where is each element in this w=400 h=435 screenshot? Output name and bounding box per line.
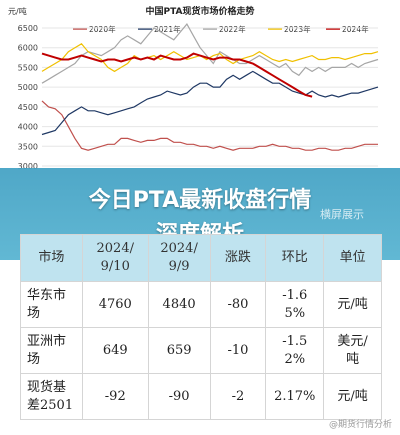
y-tick-label: 3500 xyxy=(18,142,38,151)
y-tick-label: 6000 xyxy=(18,44,38,53)
legend-label: 2024年 xyxy=(342,24,369,34)
headline-line-1: 今日PTA最新收盘行情 xyxy=(88,188,312,213)
cell-value-2: 4840 xyxy=(147,281,211,328)
cell-unit: 美元/吨 xyxy=(323,327,382,374)
price-table-wrap: 市场 2024/9/10 2024/9/9 涨跌 环比 单位 华东市场 4760… xyxy=(20,234,382,420)
price-chart-svg: 元/吨 中国PTA现货市场价格走势 2020年 2021年 2022年 2023年 2024… xyxy=(8,5,379,170)
y-tick-label: 5500 xyxy=(18,63,38,72)
cell-market: 现货基 差2501 xyxy=(20,373,83,420)
cell-change: -10 xyxy=(209,327,267,374)
cell-change: -2 xyxy=(209,373,267,420)
series-line xyxy=(41,100,378,151)
header-unit: 单位 xyxy=(323,234,382,282)
price-table: 市场 2024/9/10 2024/9/9 涨跌 环比 单位 华东市场 4760… xyxy=(20,234,382,420)
chart-title: 中国PTA现货市场价格走势 xyxy=(145,5,254,17)
cell-value-2: -90 xyxy=(147,373,211,420)
cell-unit: 元/吨 xyxy=(323,373,382,420)
cell-change: -80 xyxy=(209,281,267,328)
cell-value-1: -92 xyxy=(81,373,149,420)
cell-market: 亚洲市场 xyxy=(20,327,83,374)
cell-unit: 元/吨 xyxy=(323,281,382,328)
unit-label: 元/吨 xyxy=(8,6,27,16)
y-tick-label: 5000 xyxy=(18,83,38,92)
price-chart: 元/吨 中国PTA现货市场价格走势 2020年 2021年 2022年 2023年 2024… xyxy=(0,0,400,170)
legend-label: 2022年 xyxy=(219,24,246,34)
cell-ratio: -1.6 5% xyxy=(265,281,325,328)
legend-label: 2021年 xyxy=(154,24,181,34)
header-market: 市场 xyxy=(20,234,83,282)
y-tick-label: 4000 xyxy=(18,123,38,132)
cell-ratio: 2.17% xyxy=(265,373,325,420)
y-tick-label: 6500 xyxy=(18,24,38,33)
legend-label: 2023年 xyxy=(284,24,311,34)
cell-value-1: 4760 xyxy=(81,281,149,328)
cell-value-1: 649 xyxy=(81,327,149,374)
header-change: 涨跌 xyxy=(209,234,267,282)
legend-label: 2020年 xyxy=(89,24,116,34)
watermark: @期货行情分析 xyxy=(328,420,392,430)
series-line xyxy=(41,52,313,98)
table-row: 华东市场 4760 4840 -80 -1.6 5% 元/吨 xyxy=(20,281,382,328)
cell-ratio: -1.5 2% xyxy=(265,327,325,374)
cell-value-2: 659 xyxy=(147,327,211,374)
header-date-1: 2024/9/10 xyxy=(81,234,149,282)
header-date-2: 2024/9/9 xyxy=(147,234,211,282)
series-line xyxy=(41,70,379,136)
table-row: 亚洲市场 649 659 -10 -1.5 2% 美元/吨 xyxy=(20,327,382,374)
table-header-row: 市场 2024/9/10 2024/9/9 涨跌 环比 单位 xyxy=(20,234,382,282)
y-tick-label: 4500 xyxy=(18,103,38,112)
cell-market: 华东市场 xyxy=(20,281,83,328)
header-ratio: 环比 xyxy=(265,234,325,282)
table-row: 现货基 差2501 -92 -90 -2 2.17% 元/吨 xyxy=(20,373,382,420)
landscape-tag: 横屏展示 xyxy=(320,208,364,221)
y-tick-label: 3000 xyxy=(18,162,38,170)
